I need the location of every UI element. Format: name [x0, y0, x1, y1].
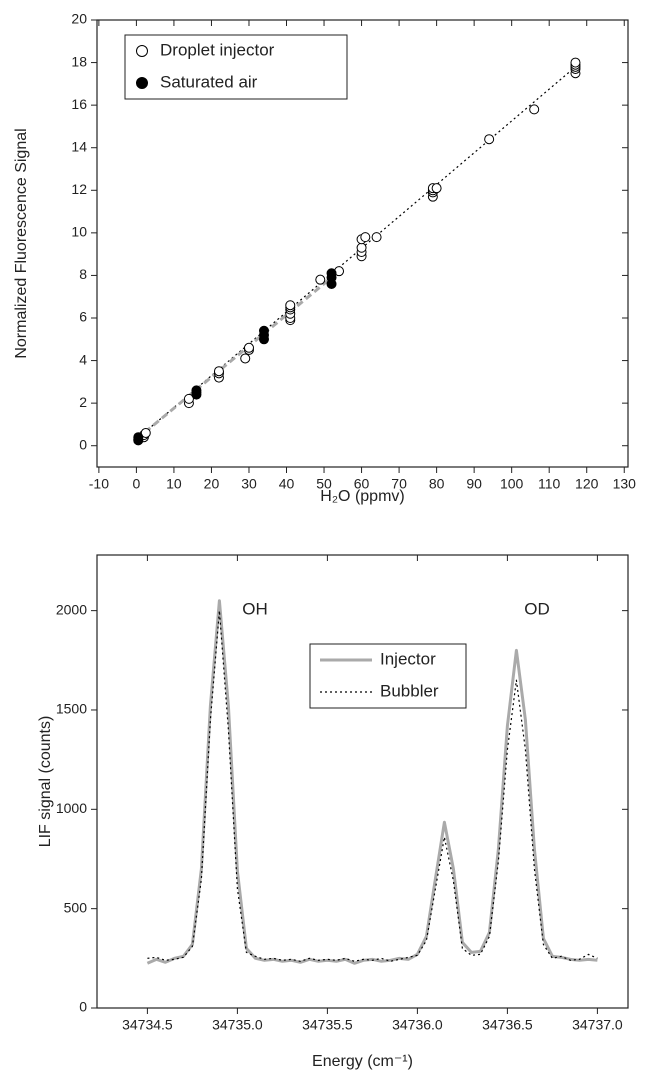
x-tick-label: 34736.5 [482, 1017, 533, 1033]
x-tick-label: 100 [500, 476, 524, 492]
y-tick-label: 0 [79, 436, 87, 452]
data-point [570, 57, 581, 68]
y-tick-label: 500 [64, 899, 88, 915]
x-tick-label: 40 [279, 476, 295, 492]
data-point [371, 232, 382, 243]
data-point [326, 268, 337, 279]
data-point [191, 385, 202, 396]
y-tick-label: 12 [71, 181, 87, 197]
x-tick-label: 110 [538, 476, 561, 492]
x-tick-label: 10 [166, 476, 182, 492]
y-tick-label: 2 [79, 394, 87, 410]
data-point [360, 232, 371, 243]
x-tick-label: 120 [575, 476, 599, 492]
x-tick-label: 80 [429, 476, 445, 492]
y-tick-label: 16 [71, 96, 87, 112]
data-point [183, 393, 194, 404]
x-tick-label: 30 [241, 476, 257, 492]
y-tick-label: 2000 [56, 601, 87, 617]
data-point [243, 342, 254, 353]
data-point [431, 183, 442, 194]
data-point [315, 274, 326, 285]
x-tick-label: 20 [204, 476, 220, 492]
plot-frame [96, 19, 629, 468]
data-point [484, 134, 495, 145]
y-tick-label: 0 [79, 999, 87, 1015]
x-tick-label: 34734.5 [122, 1017, 173, 1033]
x-axis-label: Energy (cm⁻¹) [312, 1053, 413, 1070]
legend-text: Bubbler [380, 681, 439, 700]
data-point [140, 427, 151, 438]
y-tick-label: 20 [71, 11, 87, 27]
spectrum-line [146, 599, 598, 965]
legend-marker [136, 77, 148, 89]
x-tick-label: 34735.5 [302, 1017, 353, 1033]
y-tick-label: 6 [79, 309, 87, 325]
x-tick-label: 34737.0 [572, 1017, 623, 1033]
data-point [240, 353, 251, 364]
y-axis-label: Normalized Fluorescence Signal [13, 128, 30, 358]
chart: 0 2 4 6 8 10 12 14 16 18 20 -10 0 10 20 30 40 50 60 70 80 90 1… [13, 11, 636, 506]
legend-box [309, 643, 467, 709]
y-tick-label: 1000 [56, 800, 87, 816]
y-axis-label: LIF signal (counts) [37, 716, 54, 848]
spectrum-line [147, 610, 598, 962]
x-tick-label: -10 [89, 476, 109, 492]
data-point [258, 325, 269, 336]
legend-marker [136, 45, 148, 57]
legend-box [124, 34, 348, 100]
x-tick-label: 90 [466, 476, 482, 492]
plot-frame [96, 554, 629, 1009]
x-axis-label: H₂O (ppmv) [320, 488, 404, 505]
x-tick-label: 34736.0 [392, 1017, 443, 1033]
x-tick-label: 70 [391, 476, 407, 492]
data-point [285, 300, 296, 311]
chart: 0 500 1000 1500 2000 34734.5 34735.0 34735.5 347… [37, 554, 629, 1070]
annotation: OH [242, 599, 268, 618]
y-tick-label: 10 [71, 224, 87, 240]
data-point [133, 432, 144, 443]
x-tick-label: 130 [613, 476, 637, 492]
fit-line [136, 66, 576, 440]
legend-text: Saturated air [160, 72, 258, 91]
legend-text: Droplet injector [160, 40, 275, 59]
x-tick-label: 34735.0 [212, 1017, 263, 1033]
data-point [356, 242, 367, 253]
data-point [213, 366, 224, 377]
fit-line [135, 276, 333, 441]
data-point [529, 104, 540, 115]
x-tick-label: 0 [133, 476, 141, 492]
x-tick-label: 60 [354, 476, 370, 492]
annotation: OD [524, 599, 550, 618]
y-tick-label: 4 [79, 351, 87, 367]
x-tick-label: 50 [316, 476, 332, 492]
y-tick-label: 1500 [56, 701, 87, 717]
legend-text: Injector [380, 649, 436, 668]
y-tick-label: 8 [79, 266, 87, 282]
y-tick-label: 14 [71, 138, 87, 154]
y-tick-label: 18 [71, 53, 87, 69]
